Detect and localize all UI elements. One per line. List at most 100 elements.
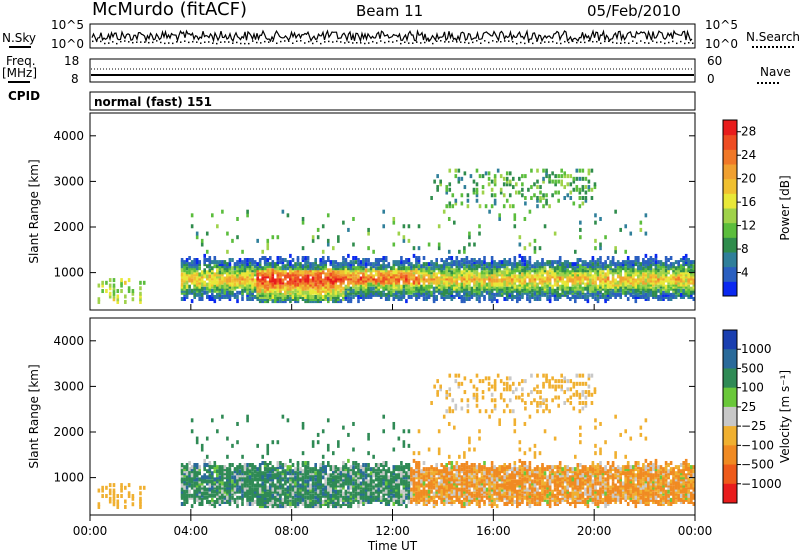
power-cell xyxy=(478,299,481,304)
power-cell xyxy=(465,280,469,285)
power-cell xyxy=(344,268,348,273)
power-cell xyxy=(263,260,267,265)
power-cell xyxy=(306,270,310,275)
velocity-cell xyxy=(369,467,373,472)
velocity-cell xyxy=(354,461,358,465)
power-cell xyxy=(454,201,458,206)
power-cell xyxy=(269,264,272,269)
velocity-cell xyxy=(304,481,307,486)
power-cell xyxy=(276,280,280,285)
velocity-cell xyxy=(211,500,214,504)
power-cell xyxy=(460,201,464,206)
power-cell xyxy=(465,276,469,281)
velocity-cell xyxy=(352,473,355,478)
power-cell xyxy=(569,297,572,301)
power-cell xyxy=(397,280,401,285)
power-cell xyxy=(447,249,451,254)
power-cell xyxy=(572,179,576,184)
velocity-cell xyxy=(208,483,212,488)
power-cell xyxy=(276,260,280,265)
velocity-cell xyxy=(339,497,343,502)
velocity-cell xyxy=(299,489,302,494)
velocity-cell xyxy=(271,489,275,494)
power-cell xyxy=(432,268,436,273)
power-cell xyxy=(407,266,411,271)
power-cell xyxy=(614,268,617,273)
power-cell xyxy=(632,268,635,273)
power-cell xyxy=(591,274,595,279)
power-cell xyxy=(518,297,522,301)
velocity-cell xyxy=(289,497,292,502)
power-cell xyxy=(289,276,292,281)
power-cell xyxy=(508,288,512,293)
power-cell xyxy=(319,268,322,273)
velocity-cell xyxy=(231,471,234,476)
power-cell xyxy=(490,288,494,293)
power-cell xyxy=(422,262,426,267)
velocity-cell xyxy=(410,467,413,472)
power-cell xyxy=(530,195,533,200)
power-cell xyxy=(349,288,353,293)
velocity-cell xyxy=(211,493,214,498)
power-cell xyxy=(611,284,615,289)
power-cell xyxy=(437,246,441,251)
power-cell xyxy=(586,272,590,277)
power-cell xyxy=(327,268,330,273)
velocity-cell xyxy=(349,493,353,498)
velocity-cell xyxy=(206,487,209,492)
power-cell xyxy=(211,292,214,297)
velocity-cell xyxy=(309,497,312,502)
velocity-cell xyxy=(407,489,411,494)
power-cell xyxy=(589,272,592,277)
velocity-cell xyxy=(422,497,426,502)
power-cell xyxy=(430,284,433,289)
power-cell xyxy=(344,260,348,265)
power-cell xyxy=(516,264,519,269)
power-cell xyxy=(457,168,461,173)
power-cell xyxy=(101,289,104,294)
power-cell xyxy=(473,264,476,269)
power-cell xyxy=(193,258,196,262)
velocity-cell xyxy=(354,465,358,470)
power-cell xyxy=(500,276,504,281)
power-cell xyxy=(296,292,300,297)
velocity-cell xyxy=(251,497,254,502)
power-cell xyxy=(453,288,456,293)
power-cell xyxy=(327,282,330,287)
power-cell xyxy=(337,284,340,289)
power-cell xyxy=(185,292,189,297)
velocity-cell xyxy=(231,475,234,480)
velocity-cell xyxy=(274,497,277,502)
power-cell xyxy=(493,297,496,301)
velocity-cell xyxy=(289,504,292,509)
power-cell xyxy=(554,179,557,184)
power-cell xyxy=(384,256,388,260)
power-cell xyxy=(276,292,280,297)
velocity-cell xyxy=(332,465,335,470)
power-cell xyxy=(664,278,668,283)
power-cell xyxy=(538,280,542,285)
velocity-cell xyxy=(263,500,267,504)
velocity-cell xyxy=(304,479,307,484)
power-cell xyxy=(584,198,588,203)
power-cell xyxy=(609,295,612,299)
power-cell xyxy=(480,276,484,281)
power-cell xyxy=(531,274,534,279)
velocity-cell xyxy=(369,477,373,482)
power-cell xyxy=(316,295,320,299)
velocity-cell xyxy=(208,493,212,498)
power-cell xyxy=(228,262,232,267)
power-cell xyxy=(436,187,439,192)
power-cell xyxy=(463,246,466,251)
velocity-cell xyxy=(286,485,290,490)
power-cell xyxy=(488,272,491,277)
velocity-cell xyxy=(241,493,244,498)
power-cell xyxy=(616,288,620,293)
power-cell xyxy=(465,292,469,297)
power-cell xyxy=(463,185,467,190)
power-cell xyxy=(440,280,443,285)
velocity-cell xyxy=(223,489,227,494)
power-cell xyxy=(180,268,184,273)
power-cell xyxy=(553,276,557,281)
power-cell xyxy=(569,195,573,200)
